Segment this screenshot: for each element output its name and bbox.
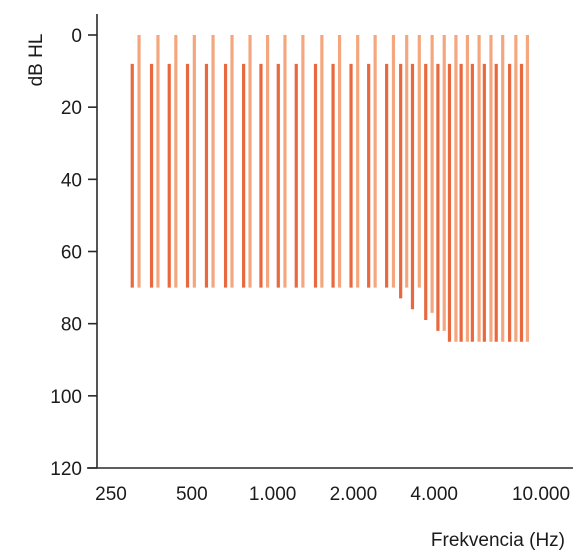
- x-tick-label: 250: [95, 484, 127, 505]
- y-tick-label: 40: [61, 170, 82, 191]
- y-tick-label: 80: [61, 315, 82, 336]
- x-tick-label: 500: [176, 484, 208, 505]
- x-axis-label: Frekvencia (Hz): [431, 530, 565, 551]
- x-tick-label: 10.000: [512, 484, 570, 505]
- x-tick-label: 4.000: [410, 484, 458, 505]
- y-axis-label: dB HL: [26, 34, 47, 87]
- y-tick-label: 0: [71, 26, 82, 47]
- y-tick-label: 100: [50, 387, 82, 408]
- y-ticks-layer: 0 20 40 60 80 100 120: [50, 26, 97, 480]
- y-tick-label: 120: [50, 459, 82, 480]
- x-ticks-layer: 250 500 1.000 2.000 4.000 10.000: [95, 484, 570, 505]
- y-tick-label: 20: [61, 98, 82, 119]
- bars-layer: [130, 35, 530, 342]
- x-tick-label: 1.000: [249, 484, 297, 505]
- y-tick-label: 60: [61, 243, 82, 264]
- x-tick-label: 2.000: [330, 484, 378, 505]
